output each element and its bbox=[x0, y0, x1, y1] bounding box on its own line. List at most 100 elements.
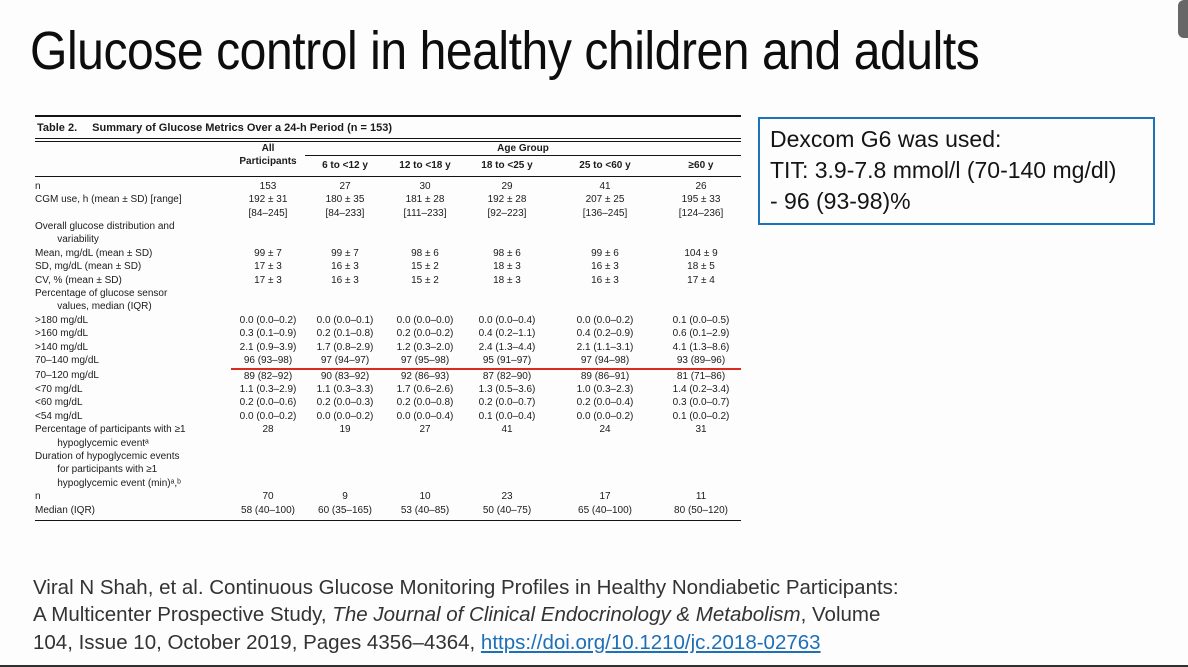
table-cell: 0.2 (0.0–0.3) bbox=[316, 397, 374, 409]
row-label: CV, % (mean ± SD) bbox=[35, 274, 122, 286]
table-cell: 0.1 (0.0–0.4) bbox=[478, 410, 536, 422]
table-row: Percentage of glucose sensor values, med… bbox=[35, 287, 741, 314]
table-body: n 153 27 30 29 41 26 CGM use, h (mean ± SD) [ra… bbox=[35, 176, 742, 521]
table-caption-text: Summary of Glucose Metrics Over a 24-h P… bbox=[92, 122, 393, 134]
note-box: Dexcom G6 was used: TIT: 3.9-7.8 mmol/l … bbox=[758, 117, 1155, 225]
table-cell: 89 (82–92) bbox=[243, 370, 293, 382]
table-row: CV, % (mean ± SD) 17 ± 3 16 ± 3 15 ± 2 18 ± … bbox=[35, 274, 741, 287]
table-row: Duration of hypoglycemic events for part… bbox=[35, 450, 741, 490]
row-label: Median (IQR) bbox=[35, 503, 231, 521]
table-cell bbox=[549, 220, 661, 247]
table-cell: 17 ± 4 bbox=[687, 274, 715, 286]
table-cell: 0.1 (0.0–0.5) bbox=[672, 314, 730, 326]
table-cell: 17 bbox=[599, 491, 611, 503]
table-cell bbox=[305, 220, 385, 247]
table-cell: 10 bbox=[419, 491, 431, 503]
row-label: <70 mg/dL bbox=[35, 383, 83, 395]
note-line-3: - 96 (93-98)% bbox=[770, 188, 911, 214]
col-header-18to25: 18 to <25 y bbox=[465, 155, 549, 177]
table-row: <54 mg/dL 0.0 (0.0–0.2) 0.0 (0.0–0.2) 0.0 (… bbox=[35, 410, 741, 423]
table-cell: 70 bbox=[262, 491, 274, 503]
glucose-metrics-table-figure: Table 2. Summary of Glucose Metrics Over … bbox=[35, 115, 742, 521]
row-label: >180 mg/dL bbox=[35, 314, 89, 326]
table-cell: 1.2 (0.3–2.0) bbox=[396, 341, 454, 353]
col-header-12to18: 12 to <18 y bbox=[385, 155, 465, 177]
table-cell: 1.3 (0.5–3.6) bbox=[478, 383, 536, 395]
table-cell: 153 bbox=[259, 180, 277, 192]
table-cell: 80 (50–120) bbox=[661, 503, 742, 521]
table-cell: 0.2 (0.1–0.8) bbox=[316, 328, 374, 340]
table-cell: 93 (89–96) bbox=[661, 354, 742, 370]
citation-line: Viral N Shah, et al. Continuous Glucose … bbox=[33, 574, 899, 601]
citation-line: 104, Issue 10, October 2019, Pages 4356–… bbox=[33, 629, 899, 656]
table-cell: 2.1 (1.1–3.1) bbox=[576, 341, 634, 353]
table-cell bbox=[661, 220, 741, 247]
table-row: 70–140 mg/dL 96 (93–98) 97 (94–97) 97 (95–9… bbox=[35, 354, 742, 370]
table-cell: 0.0 (0.0–0.2) bbox=[239, 410, 297, 422]
corner-cell bbox=[35, 142, 231, 177]
col-header-6to12: 6 to <12 y bbox=[305, 155, 385, 177]
table-cell: 18 ± 5 bbox=[687, 261, 715, 273]
row-label: Percentage of glucose sensor values, med… bbox=[35, 288, 168, 313]
table-cell: 0.0 (0.0–0.2) bbox=[576, 314, 634, 326]
table-cell: 16 ± 3 bbox=[331, 261, 359, 273]
row-label: Duration of hypoglycemic events for part… bbox=[35, 450, 181, 489]
table-row: Mean, mg/dL (mean ± SD) 99 ± 7 99 ± 7 98 ± … bbox=[35, 247, 741, 260]
table-cell: 0.0 (0.0–0.1) bbox=[316, 314, 374, 326]
table-cell: 192 ± 28 [92–223] bbox=[487, 194, 527, 219]
table-cell: 16 ± 3 bbox=[591, 261, 619, 273]
citation-text: A Multicenter Prospective Study, bbox=[33, 603, 333, 627]
table-cell bbox=[465, 287, 549, 314]
table-cell: 1.7 (0.6–2.6) bbox=[396, 383, 454, 395]
table-cell: 207 ± 25 [136–245] bbox=[582, 194, 628, 219]
table-cell: 18 ± 3 bbox=[493, 274, 521, 286]
table-cell: 0.0 (0.0–0.4) bbox=[396, 410, 454, 422]
table-cell: 0.4 (0.2–0.9) bbox=[576, 328, 634, 340]
row-label: Mean, mg/dL (mean ± SD) bbox=[35, 247, 153, 259]
col-header-all-participants: All Participants bbox=[231, 142, 305, 177]
table-row: Percentage of participants with ≥1 hypog… bbox=[35, 423, 741, 450]
table-cell: 98 ± 6 bbox=[411, 247, 439, 259]
table-cell bbox=[661, 450, 741, 490]
row-label: n bbox=[35, 180, 41, 192]
table-cell: 65 (40–100) bbox=[549, 503, 661, 521]
table-cell bbox=[465, 220, 549, 247]
row-label: <60 mg/dL bbox=[35, 397, 83, 409]
table-cell: 0.6 (0.1–2.9) bbox=[672, 328, 730, 340]
table-row: n 70 9 10 23 17 11 bbox=[35, 490, 741, 503]
table-cell: 23 bbox=[501, 491, 513, 503]
table-cell: 0.3 (0.1–0.9) bbox=[239, 328, 297, 340]
scrollbar-thumb[interactable] bbox=[1178, 0, 1188, 38]
page-title: Glucose control in healthy children and … bbox=[30, 21, 980, 81]
table-row: >180 mg/dL 0.0 (0.0–0.2) 0.0 (0.0–0.1) 0.0 … bbox=[35, 314, 741, 327]
table-cell: 17 ± 3 bbox=[254, 261, 282, 273]
table-cell: 0.0 (0.0–0.4) bbox=[478, 314, 536, 326]
table-cell: 4.1 (1.3–8.6) bbox=[672, 341, 730, 353]
table-cell: 0.2 (0.0–0.7) bbox=[478, 397, 536, 409]
table-cell: 2.1 (0.9–3.9) bbox=[239, 341, 297, 353]
age-group-header: Age Group bbox=[305, 142, 742, 157]
table-cell: 9 bbox=[342, 491, 348, 503]
row-label: <54 mg/dL bbox=[35, 410, 83, 422]
table-cell: 0.2 (0.0–0.8) bbox=[396, 397, 454, 409]
table-cell: 81 (71–86) bbox=[676, 370, 726, 382]
table-cell: 2.4 (1.3–4.4) bbox=[478, 341, 536, 353]
table-row: <70 mg/dL 1.1 (0.3–2.9) 1.1 (0.3–3.3) 1.7 (… bbox=[35, 383, 741, 396]
table-row: SD, mg/dL (mean ± SD) 17 ± 3 16 ± 3 15 ± 2 1… bbox=[35, 260, 741, 273]
table-cell bbox=[385, 287, 465, 314]
table-row: Median (IQR) 58 (40–100) 60 (35–165) 53 (40… bbox=[35, 503, 742, 521]
table-cell: 16 ± 3 bbox=[591, 274, 619, 286]
bottom-edge-divider bbox=[0, 665, 1188, 667]
col-header-25to60: 25 to <60 y bbox=[549, 155, 661, 177]
col-header-60plus: ≥60 y bbox=[661, 155, 742, 177]
table-cell: 58 (40–100) bbox=[231, 503, 305, 521]
table-cell bbox=[661, 287, 741, 314]
table-cell bbox=[231, 287, 305, 314]
table-cell: 15 ± 2 bbox=[411, 261, 439, 273]
table-cell bbox=[305, 450, 385, 490]
doi-link[interactable]: https://doi.org/10.1210/jc.2018-02763 bbox=[480, 630, 821, 654]
citation-text: Viral N Shah, et al. Continuous Glucose … bbox=[33, 576, 899, 599]
row-label: Overall glucose distribution and variabi… bbox=[35, 221, 175, 246]
table-cell: 104 ± 9 bbox=[684, 247, 718, 259]
